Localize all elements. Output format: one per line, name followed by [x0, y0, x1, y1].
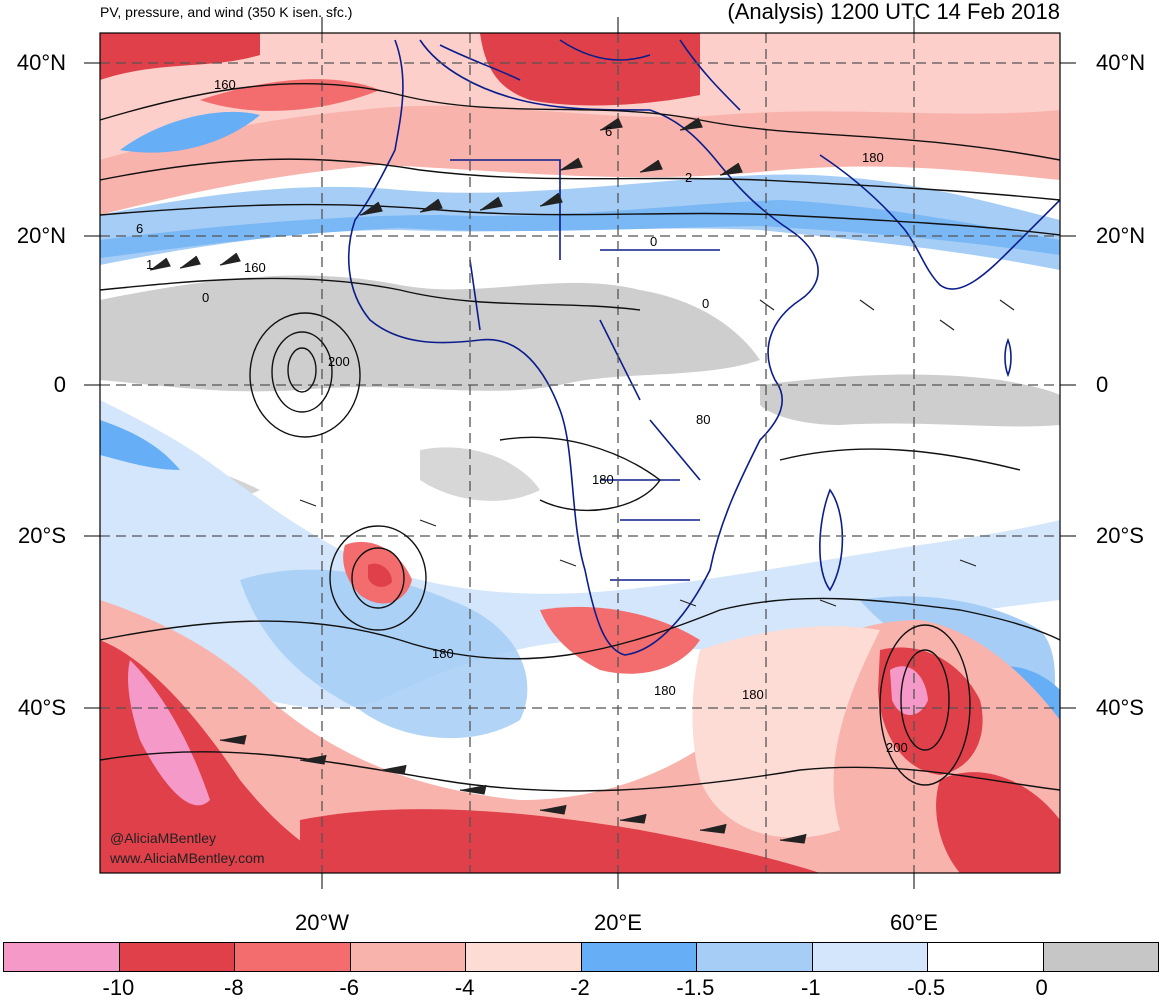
credit-handle: @AliciaMBentley [110, 830, 217, 846]
coastlines [347, 39, 1060, 656]
contour-label: 180 [432, 646, 454, 661]
colorbar [3, 942, 1159, 972]
wind-barbs [149, 117, 1015, 844]
colorbar-swatch [4, 943, 120, 971]
contour-label: 1 [146, 257, 153, 272]
lat-label-40s-right: 40°S [1096, 695, 1144, 720]
colorbar-label: -4 [454, 975, 475, 1000]
lat-label-20s: 20°S [18, 523, 66, 548]
colorbar-label: -8 [224, 975, 244, 1000]
lon-label-60e: 60°E [890, 910, 938, 935]
map-field [100, 33, 1060, 873]
lat-label-20n: 20°N [16, 223, 66, 248]
contour-label: 80 [696, 412, 710, 427]
contour-label: 200 [886, 740, 908, 755]
lat-label-40s: 40°S [18, 695, 66, 720]
contour-label: 180 [654, 683, 676, 698]
lon-label-20e: 20°E [594, 910, 642, 935]
colorbar-label: -2 [570, 975, 590, 1000]
pv-min-south-atlantic [128, 660, 210, 806]
contour-label: 160 [214, 77, 236, 92]
contour-label: 6 [136, 221, 143, 236]
contour-label: 0 [202, 290, 209, 305]
colorbar-swatch [1043, 943, 1158, 971]
contour-label-group: 160 6 2 180 6 1 160 0 0 0 200 180 80 180… [136, 77, 908, 755]
lat-label-20n-right: 20°N [1096, 223, 1146, 248]
contour-label: 160 [244, 260, 266, 275]
map-frame [99, 32, 1061, 874]
lat-label-40n-right: 40°N [1096, 50, 1146, 75]
contour-label: 180 [592, 472, 614, 487]
map-subtitle: PV, pressure, and wind (350 K isen. sfc.… [100, 4, 353, 20]
contour-label: 200 [328, 354, 350, 369]
colorbar-swatch [466, 943, 582, 971]
credit-site: www.AliciaMBentley.com [110, 850, 265, 866]
contour-label: 2 [685, 170, 692, 185]
tropical-pv-positive [100, 275, 760, 392]
colorbar-swatch [350, 943, 466, 971]
colorbar-swatch [812, 943, 928, 971]
colorbar-label: -1.5 [676, 975, 715, 1000]
lat-label-eq: 0 [53, 372, 66, 397]
contour-label: 180 [742, 687, 764, 702]
contour-label: 6 [605, 124, 612, 139]
map-title: (Analysis) 1200 UTC 14 Feb 2018 [727, 0, 1060, 24]
contour-label: 0 [702, 296, 709, 311]
colorbar-label: -0.5 [907, 975, 946, 1000]
lat-label-eq-right: 0 [1096, 372, 1109, 397]
pressure-contours [100, 83, 1060, 792]
colorbar-swatch [119, 943, 235, 971]
colorbar-swatch [928, 943, 1044, 971]
graticule [100, 33, 1060, 873]
lon-label-20w: 20°W [294, 910, 350, 935]
contour-label: 0 [650, 234, 657, 249]
lat-label-20s-right: 20°S [1096, 523, 1144, 548]
colorbar-swatch [581, 943, 697, 971]
axis-ticks [84, 17, 1076, 889]
colorbar-label: -1 [801, 975, 821, 1000]
colorbar-swatch [235, 943, 351, 971]
colorbar-swatch [697, 943, 813, 971]
lat-label-40n: 40°N [16, 50, 66, 75]
contour-label: 180 [862, 150, 884, 165]
pv-max-mediterranean [480, 33, 700, 106]
colorbar-label: 0 [1035, 975, 1048, 1000]
colorbar-label: -6 [339, 975, 359, 1000]
colorbar-label: -10 [102, 975, 135, 1000]
